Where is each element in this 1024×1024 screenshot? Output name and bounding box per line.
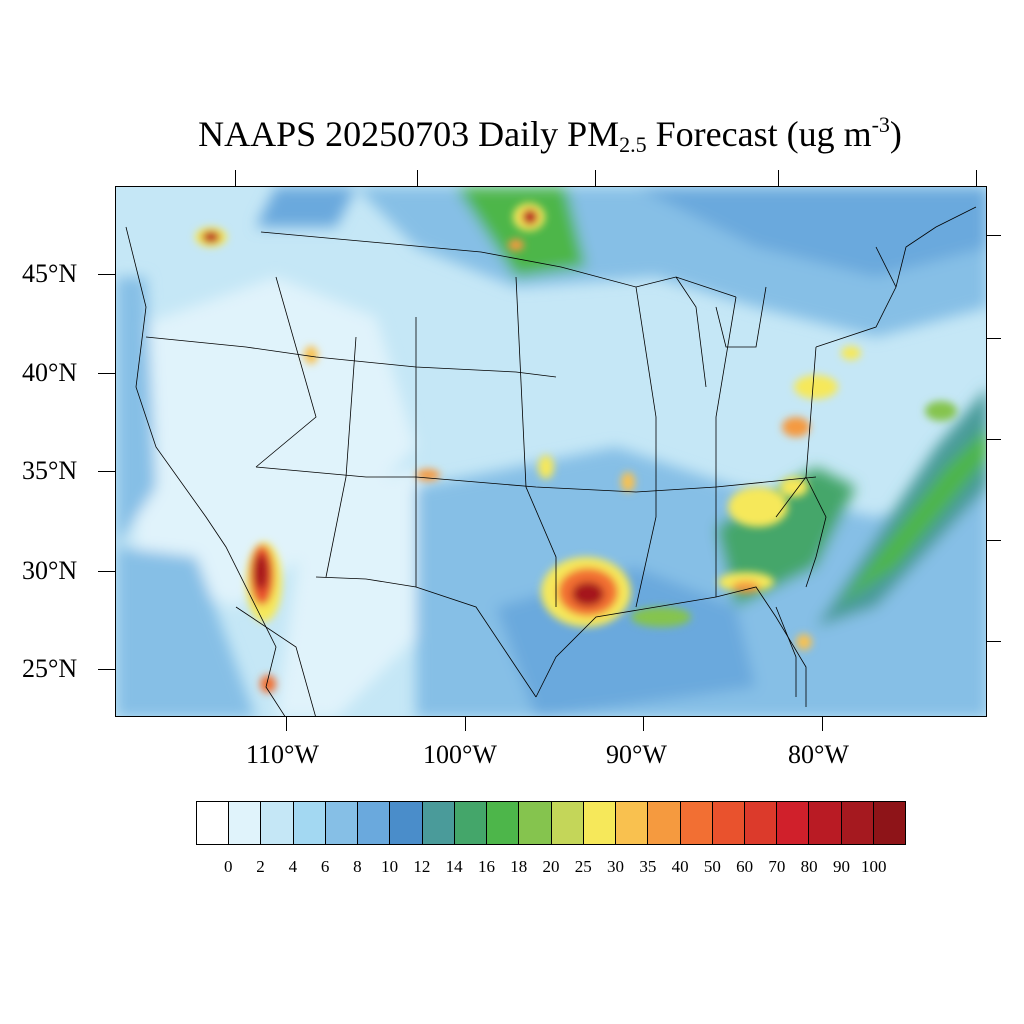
colorbar-label: 18 bbox=[510, 857, 528, 876]
colorbar-swatch bbox=[229, 802, 262, 844]
colorbar-swatch bbox=[648, 802, 681, 844]
top-tick bbox=[235, 170, 236, 186]
map-title: NAAPS 20250703 Daily PM2.5 Forecast (ug … bbox=[0, 112, 1024, 158]
colorbar-swatch bbox=[390, 802, 423, 844]
colorbar-swatch bbox=[358, 802, 391, 844]
colorbar-label: 25 bbox=[574, 857, 592, 876]
colorbar-swatch bbox=[422, 802, 455, 844]
lon-label: 90°W bbox=[606, 740, 667, 769]
colorbar-swatch bbox=[744, 802, 778, 844]
lon-label: 100°W bbox=[423, 740, 497, 769]
colorbar-swatch bbox=[325, 802, 359, 844]
lat-label: 40°N bbox=[22, 358, 78, 387]
colorbar-label: 35 bbox=[639, 857, 657, 876]
colorbar-label: 4 bbox=[288, 857, 298, 876]
colorbar-label: 8 bbox=[353, 857, 362, 876]
top-tick bbox=[417, 170, 418, 186]
colorbar-swatch bbox=[680, 802, 713, 844]
lon-tick bbox=[465, 717, 466, 731]
right-tick bbox=[987, 338, 1001, 339]
right-tick bbox=[987, 439, 1001, 440]
concentration-field bbox=[116, 187, 986, 716]
colorbar-label: 14 bbox=[445, 857, 463, 876]
lat-tick bbox=[98, 373, 115, 374]
lon-label: 110°W bbox=[246, 740, 319, 769]
right-tick bbox=[987, 235, 1001, 236]
boundary-lines bbox=[125, 206, 977, 716]
colorbar-swatch bbox=[293, 802, 326, 844]
colorbar-swatch bbox=[519, 802, 552, 844]
top-tick bbox=[778, 170, 779, 186]
lon-tick bbox=[286, 717, 287, 731]
colorbar-swatch bbox=[454, 802, 488, 844]
colorbar-label: 60 bbox=[736, 857, 754, 876]
title-prefix: NAAPS 20250703 Daily PM bbox=[198, 114, 620, 154]
lon-tick bbox=[822, 717, 823, 731]
colorbar-label: 2 bbox=[256, 857, 265, 876]
colorbar-label: 20 bbox=[542, 857, 560, 876]
colorbar-label: 40 bbox=[671, 857, 689, 876]
title-subscript: 2.5 bbox=[619, 132, 647, 157]
colorbar-swatch bbox=[809, 802, 842, 844]
colorbar-swatch bbox=[841, 802, 874, 844]
title-middle: Forecast (ug m bbox=[646, 114, 872, 154]
colorbar-swatch bbox=[712, 802, 745, 844]
colorbar-label: 90 bbox=[832, 857, 850, 876]
lat-label: 35°N bbox=[22, 456, 78, 485]
colorbar-label: 6 bbox=[320, 857, 330, 876]
title-superscript: -3 bbox=[871, 112, 890, 137]
colorbar-label: 0 bbox=[224, 857, 233, 876]
colorbar-label: 30 bbox=[607, 857, 625, 876]
colorbar-label: 100 bbox=[860, 857, 887, 876]
pm25-forecast-map bbox=[115, 186, 987, 717]
top-tick bbox=[976, 170, 977, 186]
lat-tick bbox=[98, 274, 115, 275]
right-tick bbox=[987, 641, 1001, 642]
colorbar-swatch bbox=[873, 802, 906, 844]
colorbar-label: 10 bbox=[381, 857, 399, 876]
colorbar-swatch bbox=[616, 802, 649, 844]
colorbar-label: 12 bbox=[413, 857, 431, 876]
lat-label: 45°N bbox=[22, 259, 78, 288]
colorbar-swatch bbox=[777, 802, 810, 844]
lon-label: 80°W bbox=[788, 740, 849, 769]
lat-label: 25°N bbox=[22, 654, 78, 683]
colorbar-swatch bbox=[197, 802, 230, 844]
colorbar-label: 70 bbox=[768, 857, 786, 876]
colorbar-label: 50 bbox=[703, 857, 721, 876]
lon-tick bbox=[643, 717, 644, 731]
colorbar bbox=[196, 801, 906, 845]
map-svg bbox=[116, 187, 986, 716]
lat-tick bbox=[98, 669, 115, 670]
pm-hotspots bbox=[195, 203, 957, 693]
colorbar-swatch bbox=[583, 802, 617, 844]
colorbar-swatch bbox=[261, 802, 294, 844]
colorbar-swatch bbox=[487, 802, 520, 844]
colorbar-label: 16 bbox=[477, 857, 495, 876]
lat-tick bbox=[98, 471, 115, 472]
title-suffix: ) bbox=[889, 114, 902, 154]
lat-label: 30°N bbox=[22, 556, 78, 585]
colorbar-label: 80 bbox=[800, 857, 818, 876]
right-tick bbox=[987, 540, 1001, 541]
top-tick bbox=[595, 170, 596, 186]
colorbar-swatch bbox=[551, 802, 584, 844]
lat-tick bbox=[98, 571, 115, 572]
